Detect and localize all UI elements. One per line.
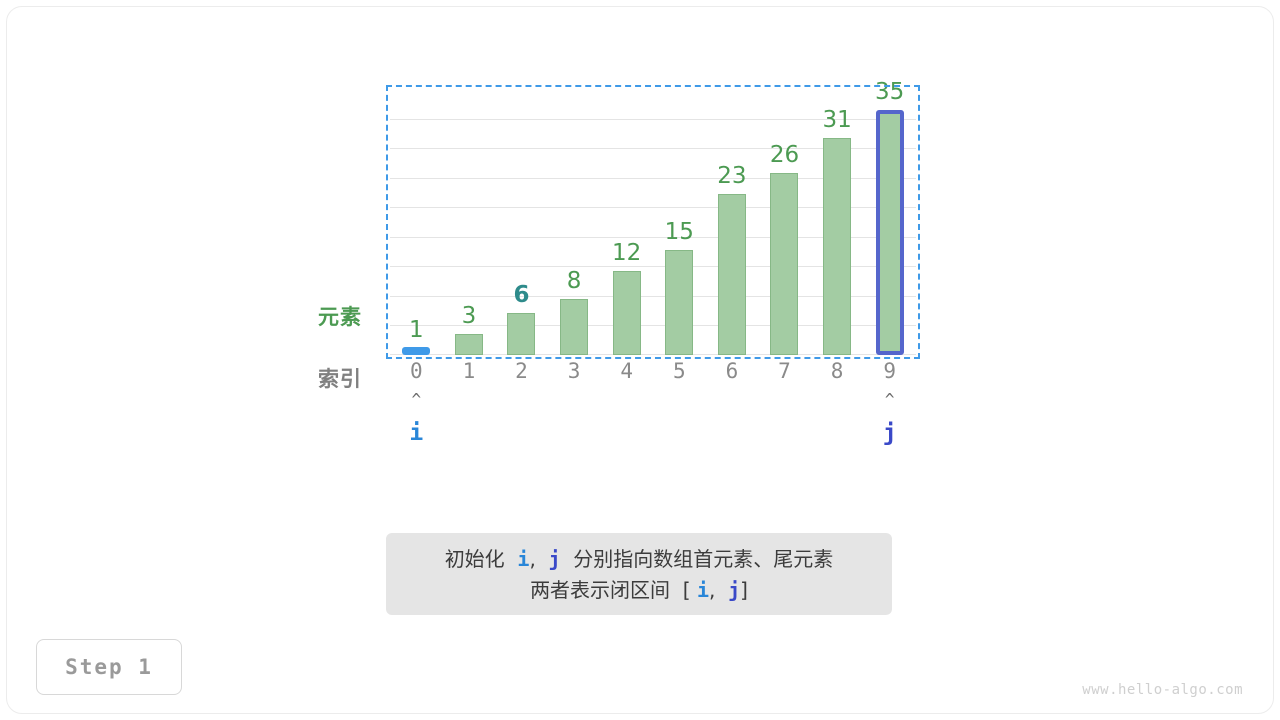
pointer-j: ^ j xyxy=(863,392,916,445)
caption-comma-2: , xyxy=(709,577,716,602)
index-label-4: 4 xyxy=(620,359,634,383)
bar-value-label: 8 xyxy=(566,268,582,294)
watermark: www.hello-algo.com xyxy=(1082,682,1243,698)
caption-pointer-j: j xyxy=(548,546,561,571)
bar-value-label: 23 xyxy=(717,163,747,189)
index-label-1: 1 xyxy=(462,359,476,383)
bar xyxy=(612,271,641,355)
index-label-7: 7 xyxy=(778,359,791,383)
elements-row-label: 元素 xyxy=(318,305,362,329)
bar-value-label: 12 xyxy=(612,240,642,266)
caption-bracket-open: [ xyxy=(682,577,691,602)
pointer-name-j: j xyxy=(882,420,897,446)
caption-box: 初始化 i, j 分别指向数组首元素、尾元素 两者表示闭区间 [ i, j] xyxy=(386,533,892,615)
bar-slot: 1 xyxy=(390,89,443,355)
pointer-caret-icon: ^ xyxy=(884,390,895,409)
bar-slot: 31 xyxy=(811,89,864,355)
bar-slot: 35 xyxy=(863,81,916,355)
bar-slot: 15 xyxy=(653,89,706,355)
index-axis: 0 1 2 3 4 5 6 7 8 9 xyxy=(390,361,916,391)
step-badge: Step 1 xyxy=(36,639,182,695)
caption-line-2: 两者表示闭区间 [ i, j] xyxy=(530,578,748,602)
caption-comma: , xyxy=(529,546,536,571)
gridline xyxy=(390,237,916,238)
bar xyxy=(454,334,483,355)
index-label-2: 2 xyxy=(515,359,528,383)
gridline xyxy=(390,207,916,208)
bar-value-label: 6 xyxy=(513,282,530,308)
bar-highlighted-i xyxy=(402,347,431,355)
gridline xyxy=(390,119,916,120)
caption-text: 初始化 xyxy=(444,546,505,571)
index-label-3: 3 xyxy=(567,359,581,383)
bar-slot: 23 xyxy=(706,89,759,355)
bar-value-label: 15 xyxy=(664,219,694,245)
bar-value-label: 26 xyxy=(769,142,800,168)
index-row-label: 索引 xyxy=(318,367,362,391)
gridline xyxy=(390,296,916,297)
bar-slot: 3 xyxy=(443,89,496,355)
bar xyxy=(717,194,746,355)
pointer-name-i: i xyxy=(409,420,424,446)
bar xyxy=(770,173,799,355)
bar-value-label: 3 xyxy=(461,303,477,329)
bar-highlighted-j xyxy=(875,110,904,355)
caption-line-1: 初始化 i, j 分别指向数组首元素、尾元素 xyxy=(445,547,834,571)
gridline xyxy=(390,325,916,326)
bar xyxy=(823,138,852,355)
bar-value-label: 31 xyxy=(822,107,852,133)
index-label-6: 6 xyxy=(725,359,739,383)
caption-text-3: 两者表示闭区间 xyxy=(530,577,671,602)
bar-group: 1 3 6 8 12 15 23 26 31 35 xyxy=(390,81,916,355)
gridline xyxy=(390,266,916,267)
bar-slot: 8 xyxy=(548,89,601,355)
plot-area: 1 3 6 8 12 15 23 26 31 35 xyxy=(390,81,916,355)
caption-pointer-j-2: j xyxy=(728,577,741,602)
bar-slot: 6 xyxy=(495,89,548,355)
gridline xyxy=(390,148,916,149)
caption-pointer-i-2: i xyxy=(696,577,709,602)
pointer-row: ^ i ^ j xyxy=(390,392,916,452)
caption-pointer-i: i xyxy=(517,546,530,571)
pointer-i: ^ i xyxy=(390,392,443,445)
binary-search-chart: 1 3 6 8 12 15 23 26 31 35 xyxy=(386,81,920,359)
search-range-dashed-box xyxy=(386,85,920,359)
index-label-9: 9 xyxy=(883,359,897,383)
bar-slot: 26 xyxy=(758,89,811,355)
bar xyxy=(560,299,589,355)
baseline xyxy=(390,354,916,355)
bar xyxy=(665,250,694,355)
caption-text-2: 分别指向数组首元素、尾元素 xyxy=(573,546,834,571)
bar-value-label: 1 xyxy=(408,317,424,343)
index-label-0: 0 xyxy=(409,359,423,383)
index-label-5: 5 xyxy=(672,359,686,383)
pointer-caret-icon: ^ xyxy=(411,390,422,409)
caption-bracket-close: ] xyxy=(740,577,748,602)
gridline xyxy=(390,178,916,179)
bar-slot: 12 xyxy=(600,89,653,355)
bar xyxy=(507,313,536,355)
index-label-8: 8 xyxy=(830,359,844,383)
step-badge-label: Step 1 xyxy=(65,655,153,679)
